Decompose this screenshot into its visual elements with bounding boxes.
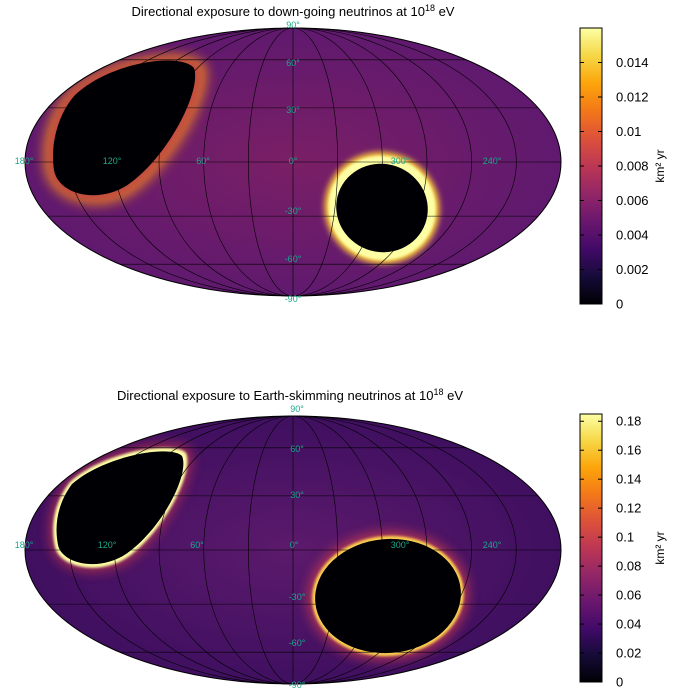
grid-meridian bbox=[248, 27, 294, 297]
lon-label: 180° bbox=[15, 540, 34, 550]
colorbar-tick-label: 0.02 bbox=[616, 646, 641, 661]
zero-region-lower-right bbox=[315, 538, 461, 654]
lon-label: 60° bbox=[196, 156, 210, 166]
colorbar-tick-label: 0 bbox=[616, 297, 623, 312]
grid-meridian bbox=[69, 415, 294, 685]
colorbar-tick-label: 0.14 bbox=[616, 472, 641, 487]
grid-meridian bbox=[203, 415, 294, 685]
colorbar-gradient bbox=[579, 413, 603, 683]
colorbar-label: km² yr bbox=[653, 149, 667, 182]
lat-label: 90° bbox=[286, 20, 300, 30]
grid-meridian bbox=[114, 415, 294, 685]
panel-bottom-title: Directional exposure to Earth-skimming n… bbox=[117, 387, 463, 403]
grid-meridian bbox=[292, 415, 383, 685]
colorbar-tick-label: 0.006 bbox=[616, 193, 649, 208]
grid-meridian bbox=[248, 415, 294, 685]
grid-top bbox=[25, 27, 561, 297]
lat-label: 60° bbox=[290, 444, 304, 454]
lon-label: 0° bbox=[290, 540, 299, 550]
grid-meridian bbox=[114, 27, 294, 297]
lat-label: -30° bbox=[285, 206, 302, 216]
colorbar-top: 0 0.002 0.004 0.006 0.008 0.01 0.012 0.014 km² … bbox=[579, 27, 667, 312]
zero-region-upper-left bbox=[52, 60, 196, 196]
grid-meridian bbox=[292, 27, 383, 297]
colorbar-tick-label: 0.004 bbox=[616, 228, 649, 243]
lon-label: 300° bbox=[391, 540, 410, 550]
grid-meridian bbox=[292, 415, 472, 685]
colorbar-tick-label: 0.16 bbox=[616, 443, 641, 458]
colorbar-tick-label: 0.002 bbox=[616, 262, 649, 277]
lon-label: 300° bbox=[391, 156, 410, 166]
lon-label: 0° bbox=[289, 156, 298, 166]
zero-region-lower-right bbox=[336, 163, 428, 253]
colorbar-bottom: 0 0.02 0.04 0.06 0.08 0.1 0.12 0.14 0.16 0.18 km²… bbox=[579, 413, 667, 690]
colorbar-tick-label: 0 bbox=[616, 675, 623, 690]
lat-label: -60° bbox=[289, 638, 306, 648]
lat-label: 30° bbox=[286, 105, 300, 115]
grid-meridian bbox=[69, 27, 294, 297]
lat-label: 90° bbox=[290, 404, 304, 414]
lon-label: 240° bbox=[483, 156, 502, 166]
grid-meridian bbox=[292, 415, 338, 685]
lat-label: -60° bbox=[285, 254, 302, 264]
grid-bottom bbox=[25, 415, 561, 685]
lon-label: 180° bbox=[15, 156, 34, 166]
colorbar-label: km² yr bbox=[653, 531, 667, 564]
grid-meridian bbox=[203, 27, 294, 297]
colorbar-tick-label: 0.01 bbox=[616, 124, 641, 139]
lat-label: -90° bbox=[285, 294, 302, 304]
grid-meridian bbox=[292, 27, 517, 297]
grid-meridian bbox=[292, 27, 428, 297]
colorbar-tick-label: 0.1 bbox=[616, 530, 634, 545]
colorbar-tick-label: 0.06 bbox=[616, 588, 641, 603]
zero-region-upper-left bbox=[56, 451, 184, 565]
lon-label: 120° bbox=[103, 156, 122, 166]
panel-bottom: Directional exposure to Earth-skimming n… bbox=[15, 387, 667, 690]
lon-label: 120° bbox=[98, 540, 117, 550]
grid-meridian bbox=[158, 27, 294, 297]
lon-label: 240° bbox=[483, 540, 502, 550]
colorbar-tick-label: 0.014 bbox=[616, 55, 649, 70]
colorbar-tick-label: 0.12 bbox=[616, 501, 641, 516]
grid-labels-bottom: 90° 60° 30° -30° -60° -90° 180° 120° 60°… bbox=[15, 404, 502, 690]
lon-label: 60° bbox=[190, 540, 204, 550]
grid-meridian bbox=[158, 415, 294, 685]
lat-label: -90° bbox=[289, 680, 306, 690]
grid-labels-top: 90° 60° 30° -30° -60° -90° 180° 120° 60°… bbox=[15, 20, 502, 304]
colorbar-tick-label: 0.012 bbox=[616, 90, 649, 105]
map-outline-top bbox=[24, 27, 562, 297]
colorbar-tick-label: 0.08 bbox=[616, 559, 641, 574]
grid-meridian bbox=[292, 415, 428, 685]
panel-top-title: Directional exposure to down-going neutr… bbox=[132, 3, 455, 19]
grid-meridian bbox=[292, 27, 472, 297]
map-outline-bottom bbox=[24, 415, 562, 685]
colorbar-tick-label: 0.18 bbox=[616, 414, 641, 429]
lat-label: 60° bbox=[286, 58, 300, 68]
grid-meridian bbox=[292, 27, 338, 297]
grid-meridian bbox=[292, 415, 517, 685]
colorbar-tick-label: 0.04 bbox=[616, 617, 641, 632]
lat-label: 30° bbox=[290, 490, 304, 500]
colorbar-tick-label: 0.008 bbox=[616, 159, 649, 174]
panel-top: Directional exposure to down-going neutr… bbox=[15, 3, 667, 312]
lat-label: -30° bbox=[289, 592, 306, 602]
